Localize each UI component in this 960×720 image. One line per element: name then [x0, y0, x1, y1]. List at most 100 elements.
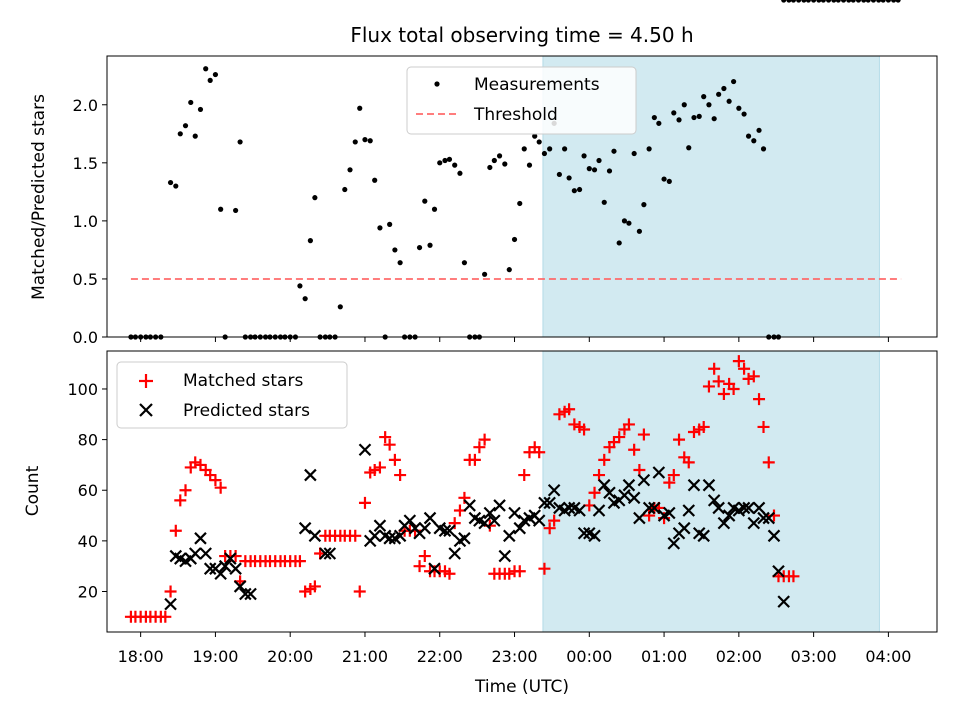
predicted-star-point — [423, 511, 437, 525]
bottom-shaded-region — [542, 350, 880, 633]
matched-star-point — [349, 529, 362, 542]
top-panel: 0.00.51.01.52.0 Matched/Predicted stars … — [29, 0, 938, 347]
matched-star-point — [353, 585, 366, 598]
measurement-point — [646, 146, 652, 152]
measurement-point — [885, 0, 891, 3]
y-tick-label: 100 — [67, 380, 98, 399]
predicted-star-point — [199, 547, 212, 560]
predicted-star-point — [214, 567, 227, 581]
matched-star-point — [358, 496, 371, 509]
measurement-point — [846, 0, 852, 3]
measurement-point — [721, 85, 727, 92]
measurement-point — [377, 225, 383, 231]
top-legend-box — [406, 66, 637, 135]
measurement-point — [895, 0, 901, 3]
predicted-star-point — [383, 532, 396, 545]
measurement-point — [816, 0, 822, 3]
measurement-point — [452, 162, 458, 168]
predicted-star-point — [618, 489, 631, 502]
matched-star-point — [708, 362, 721, 375]
matched-star-point — [379, 431, 392, 444]
measurement-point — [855, 0, 862, 3]
predicted-star-point — [443, 524, 456, 538]
predicted-star-point — [239, 587, 252, 601]
measurement-point — [661, 176, 667, 182]
measurement-point — [496, 153, 503, 159]
matched-star-point — [682, 456, 695, 469]
matched-star-point — [443, 567, 456, 580]
top-y-ticks: 0.0 0.5 1.0 1.5 2.0 — [73, 96, 107, 347]
measurement-point — [790, 0, 797, 3]
measurement-point — [796, 0, 802, 3]
matched-star-point — [478, 433, 491, 446]
predicted-star-point — [737, 501, 751, 515]
matched-star-point — [717, 388, 730, 401]
legend-threshold-label: Threshold — [473, 105, 558, 125]
bottom-y-ticks: 20 40 60 80 100 — [67, 380, 107, 601]
predicted-star-point — [772, 564, 785, 578]
top-axes-frame — [106, 55, 938, 338]
measurement-point — [427, 242, 433, 248]
measurement-point — [736, 105, 742, 111]
measurement-point — [536, 139, 542, 145]
measurement-point — [731, 78, 737, 85]
matched-star-point — [622, 418, 635, 431]
predicted-star-point — [543, 496, 556, 510]
measurement-point — [631, 150, 637, 157]
measurement-point — [207, 77, 213, 83]
predicted-star-point — [233, 580, 247, 593]
y-tick-label: 60 — [78, 481, 98, 500]
predicted-star-point — [677, 521, 691, 535]
predicted-star-point — [597, 478, 611, 492]
measurement-point — [576, 186, 583, 193]
x-tick-label: 01:00 — [641, 647, 687, 666]
matched-star-point — [503, 567, 516, 580]
predicted-star-points — [165, 444, 790, 611]
matched-star-point — [394, 469, 407, 482]
measurement-point — [392, 247, 398, 253]
measurement-point — [835, 0, 841, 3]
measurement-point — [182, 123, 189, 129]
x-tick-label: 00:00 — [566, 647, 612, 666]
predicted-star-point — [622, 478, 636, 492]
measurement-point — [422, 198, 428, 204]
matched-star-point — [538, 562, 551, 575]
predicted-star-point — [538, 496, 551, 510]
measurement-point — [686, 145, 692, 151]
measurement-point — [741, 111, 747, 117]
measurement-point — [831, 0, 837, 3]
predicted-star-point — [588, 529, 601, 543]
measurement-point — [511, 236, 518, 243]
measurement-point — [521, 146, 527, 152]
measurement-point — [188, 99, 194, 106]
measurement-point — [760, 146, 767, 152]
predicted-star-point — [463, 499, 476, 512]
predicted-star-point — [633, 511, 646, 525]
predicted-star-point — [742, 501, 755, 515]
matched-star-point — [738, 362, 751, 375]
measurement-point — [167, 179, 174, 186]
y-tick-label: 1.0 — [73, 212, 98, 231]
chart-title: Flux total observing time = 4.50 h — [350, 23, 693, 47]
predicted-star-point — [298, 521, 312, 535]
matched-star-point — [548, 514, 561, 527]
matched-star-point — [169, 524, 182, 537]
predicted-star-point — [393, 529, 407, 543]
matched-star-point — [299, 585, 312, 598]
predicted-star-point — [493, 499, 506, 512]
y-tick-label: 2.0 — [73, 96, 98, 115]
matched-star-point — [209, 474, 222, 487]
predicted-star-point — [697, 529, 710, 543]
measurement-point — [820, 0, 826, 3]
measurement-point — [212, 71, 219, 78]
measurement-point — [437, 160, 443, 166]
measurement-point — [596, 157, 602, 164]
predicted-star-point — [483, 506, 497, 520]
predicted-star-point — [747, 516, 761, 530]
bottom-panel: 20 40 60 80 100 18:00 19:00 20:00 21:00 22:00 23:… — [23, 350, 938, 697]
measurement-point — [651, 114, 657, 121]
measurement-point — [601, 199, 607, 205]
measurement-point — [891, 0, 897, 3]
measurement-point — [197, 106, 204, 113]
